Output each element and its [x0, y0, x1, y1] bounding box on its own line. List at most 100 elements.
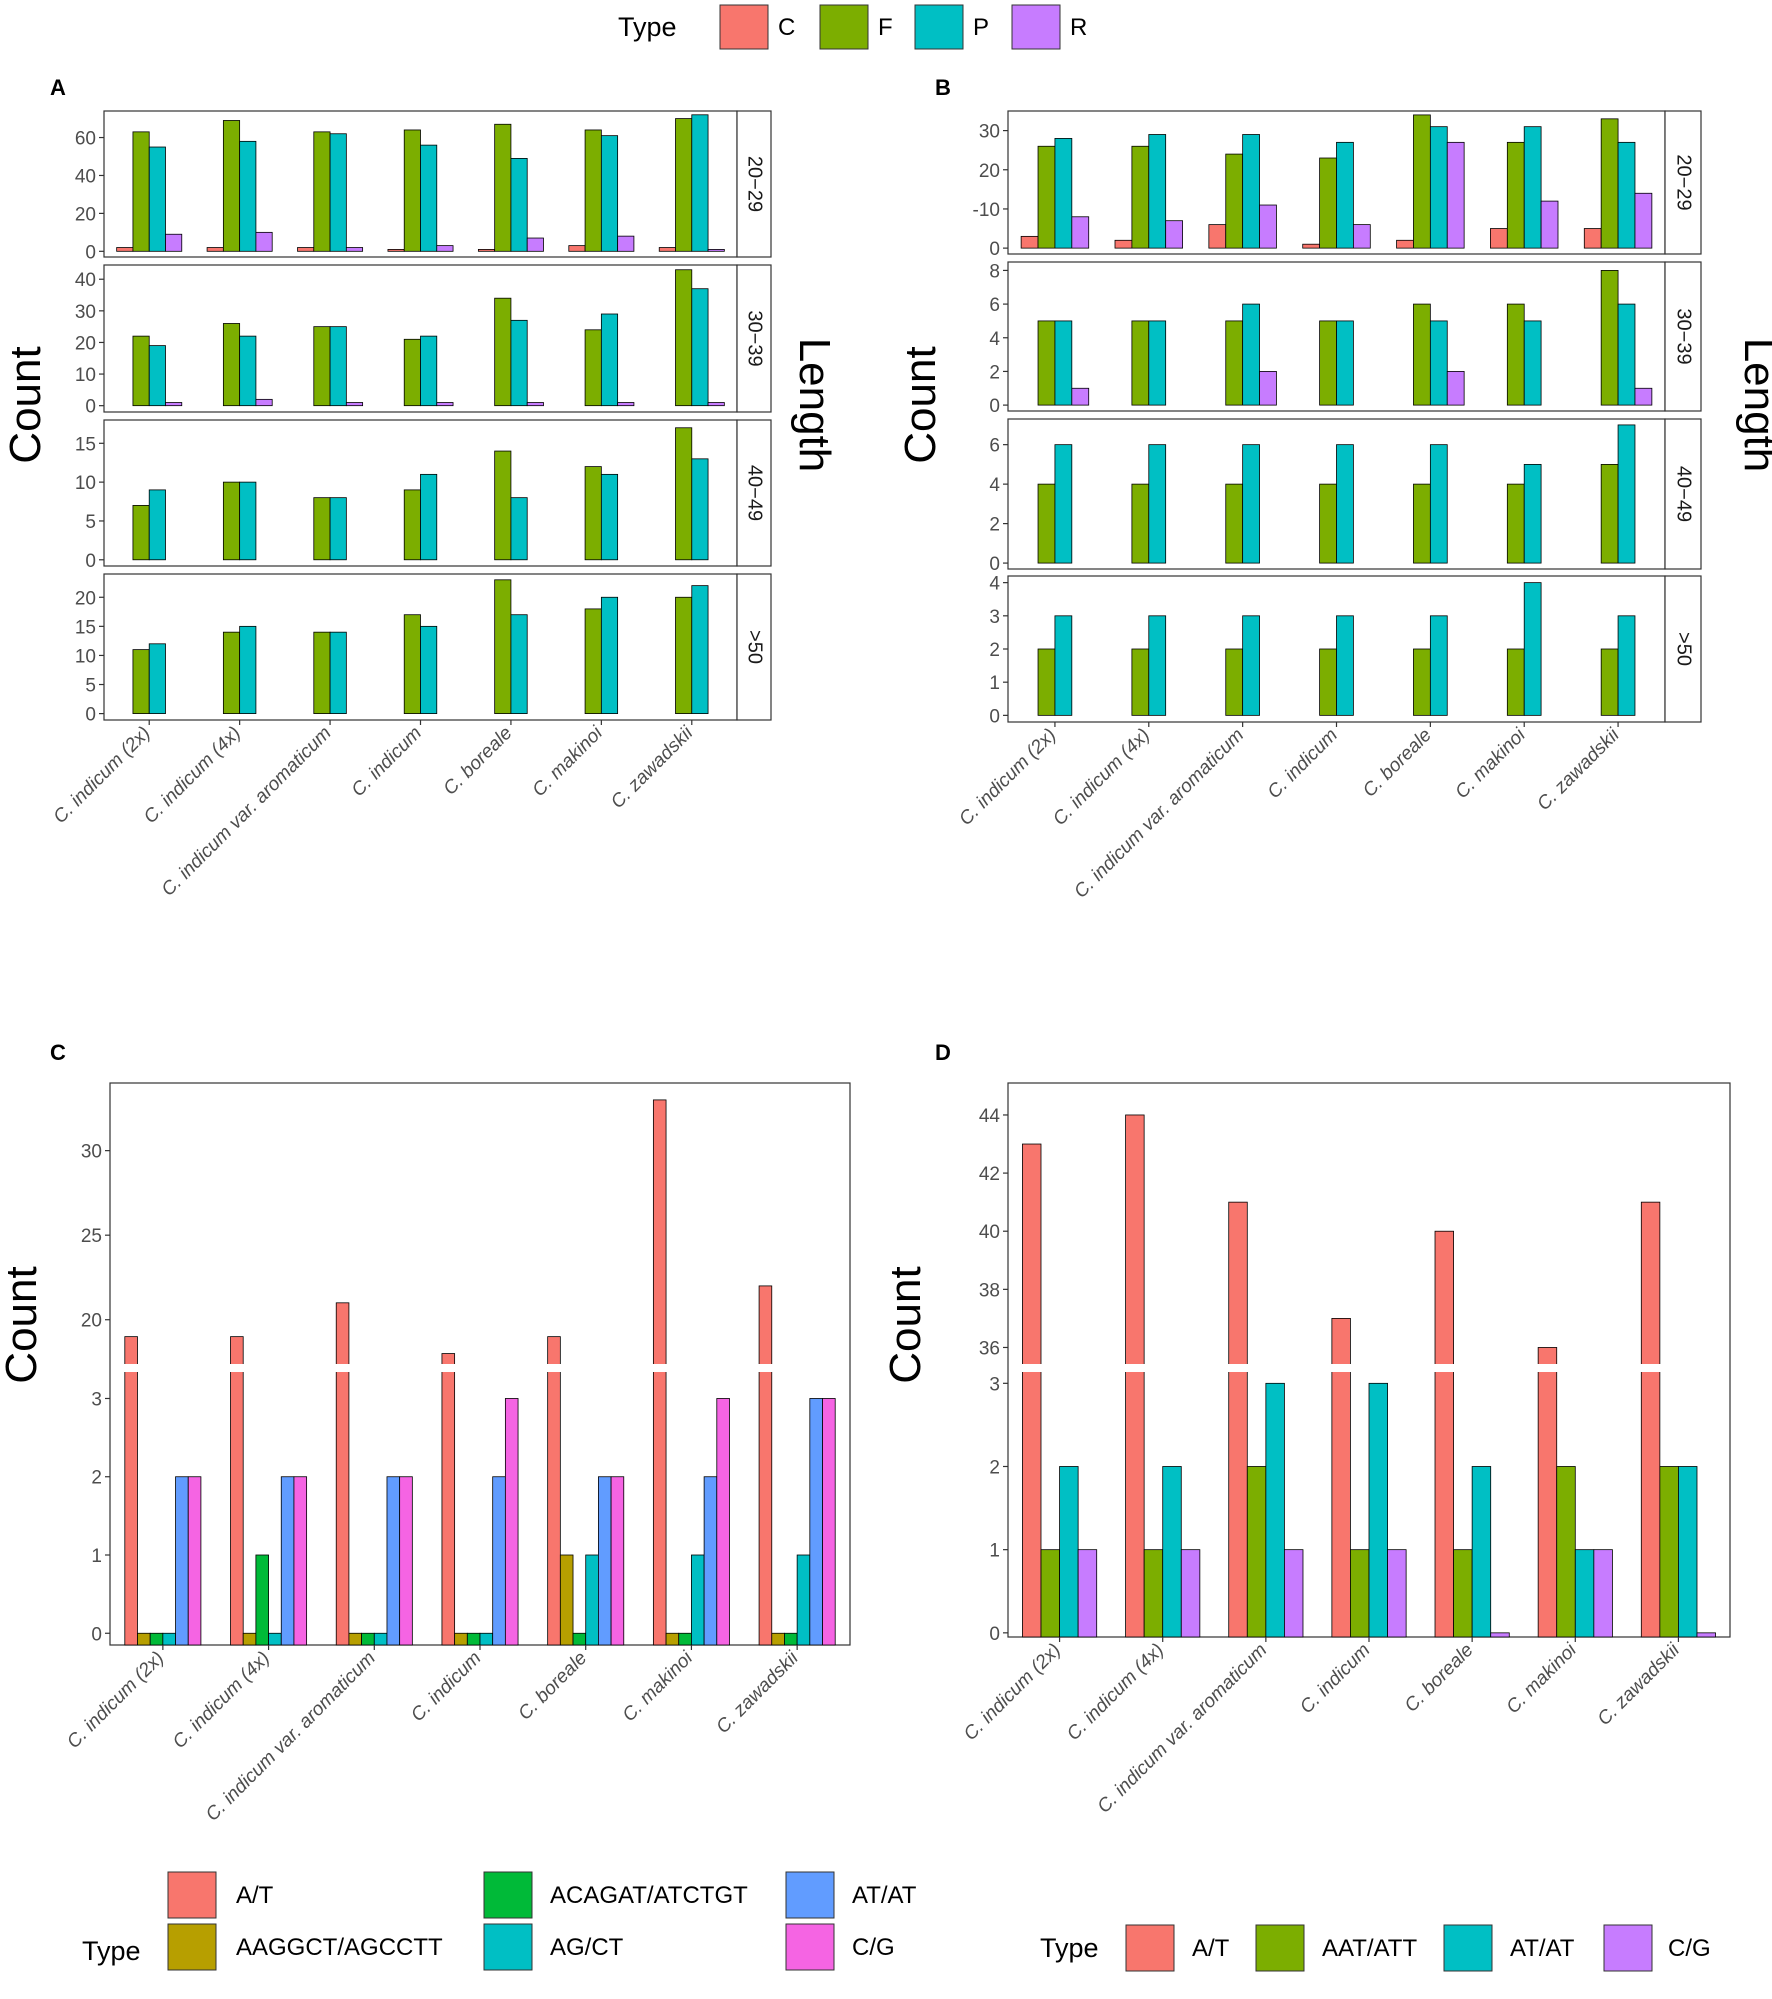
panel-a-bar-r: [617, 402, 635, 407]
panel-d-axis-break: [1019, 1364, 1045, 1372]
panel-c-bar-a-t: [441, 1353, 456, 1646]
legend-d-key-a-t: [1125, 1924, 1175, 1972]
panel-label-b: B: [935, 75, 951, 100]
panel-b-bar-f: [1506, 303, 1525, 406]
panel-b-y-tick-label: 2: [989, 515, 1000, 536]
panel-a-bar-f: [494, 297, 512, 407]
panel-a-facet-label: >50: [744, 630, 766, 664]
legend-key-r: [1011, 4, 1061, 50]
panel-b-bar-f: [1413, 648, 1431, 716]
panel-d-bar-at-at: [1574, 1549, 1595, 1638]
panel-d-legend: Type A/T AAT/ATT AT/AT C/G: [1040, 1924, 1711, 1972]
panel-d-axis-break: [1122, 1364, 1148, 1372]
legend-c-label-ag-ct: AG/CT: [550, 1934, 624, 1961]
panel-a-bar-f: [494, 450, 512, 561]
panel-b-x-label: C. indicum: [1264, 725, 1342, 803]
panel-d-y-tick-label: 42: [979, 1164, 1000, 1185]
panel-b-bar-r: [1071, 387, 1090, 406]
panel-c-bar-acagat-atctgt: [678, 1632, 692, 1646]
panel-d-axis-break: [1638, 1364, 1663, 1372]
panel-a-x-label: C. indicum (2x): [50, 723, 155, 828]
panel-d-bar-c-g: [1593, 1549, 1613, 1638]
panel-b-x-label: C. boreale: [1359, 725, 1436, 802]
panel-b-bar-r: [1634, 387, 1653, 406]
panel-a-x-label: C. indicum (4x): [140, 723, 245, 828]
panel-a-bar-r: [345, 402, 364, 407]
legend-d-label-aat-att: AAT/ATT: [1322, 1935, 1417, 1962]
panel-a-bar-f: [222, 120, 241, 252]
panel-a-bar-p: [600, 596, 619, 715]
legend-key-p: [914, 4, 964, 50]
panel-d-axis-break: [1535, 1364, 1560, 1372]
panel-d-x-label: C. indicum var. aromaticum: [1094, 1640, 1272, 1818]
panel-label-d: D: [935, 1040, 951, 1065]
panel-a-bar-p: [148, 489, 166, 561]
panel-b-y-tick-label: 4: [989, 574, 1000, 595]
panel-a-facet-strip: [736, 264, 772, 413]
panel-a-bar-f: [222, 481, 241, 561]
legend-c-key-at-at: [785, 1871, 835, 1919]
panel-b-bar-r: [1540, 200, 1559, 249]
panel-c-bar-acagat-atctgt: [466, 1632, 481, 1646]
panel-a-bar-f: [584, 129, 602, 252]
panel-a-bar-c: [477, 249, 496, 252]
panel-b-y-tick-label: 3: [989, 607, 1000, 628]
panel-a-y-tick-label: 0: [85, 397, 96, 418]
panel-c-bar-a-t: [230, 1336, 244, 1646]
panel-b-bar-p: [1429, 320, 1448, 406]
legend-c-key-aaggct-agcctt: [167, 1923, 217, 1971]
panel-a-bar-f: [675, 118, 693, 252]
panel-c-y-tick-label: 30: [81, 1142, 102, 1163]
panel-a-bar-p: [239, 481, 257, 561]
panel-b-y-tick-label: 4: [989, 329, 1000, 350]
panel-b-x-label: C. indicum (2x): [955, 725, 1060, 830]
panel-a-bar-p: [420, 625, 438, 715]
panel-b-bar-p: [1242, 303, 1260, 406]
panel-b-bar-f: [1131, 648, 1150, 716]
panel-c-bar-aaggct-agcctt: [137, 1632, 151, 1646]
panel-a-bar-f: [222, 631, 241, 715]
panel-a-bar-p: [510, 158, 528, 252]
panel-a-bar-p: [239, 140, 257, 252]
panel-a-y-title: Count: [1, 346, 50, 463]
panel-b-bar-p: [1429, 615, 1448, 716]
panel-a-bar-c: [658, 247, 676, 252]
panel-b-bar-f: [1037, 483, 1056, 564]
panel-c-axis-break: [121, 1364, 141, 1372]
legend-key-f: [819, 4, 869, 50]
legend-label-f: F: [878, 14, 893, 41]
panel-b-bar-p: [1523, 463, 1542, 564]
panel-a-y-tick-label: 20: [75, 204, 96, 225]
panel-a-bar-r: [165, 233, 183, 252]
panel-a-bar-f: [313, 131, 331, 252]
panel-b-bar-p: [1523, 126, 1542, 249]
panel-b-x-label: C. zawadskii: [1533, 724, 1624, 815]
panel-c-bar-at-at: [175, 1476, 189, 1646]
panel-d-x-label: C. indicum: [1296, 1640, 1374, 1718]
panel-c-axis-break: [756, 1364, 775, 1372]
panel-a-facet-label: 30−39: [744, 310, 766, 366]
panel-a-y-tick-label: 30: [75, 302, 96, 323]
panel-c-y-tick-label: 20: [81, 1311, 102, 1332]
panel-d-bar-aat-att: [1040, 1549, 1060, 1638]
panel-a-bar-r: [436, 245, 454, 252]
panel-c-y-tick-label: 2: [91, 1468, 102, 1489]
panel-b-x-label: C. indicum (4x): [1049, 725, 1154, 830]
panel-d-x-label: C. indicum (4x): [1063, 1640, 1168, 1745]
panel-b-bar-c: [1490, 228, 1508, 249]
panel-b-bar-p: [1523, 582, 1542, 716]
panel-b-bar-f: [1600, 118, 1619, 249]
legend-d-key-at-at: [1443, 1924, 1493, 1972]
legend-d-key-aat-att: [1255, 1924, 1305, 1972]
panel-a-facet-strip: [736, 110, 772, 258]
panel-b-bar-f: [1506, 648, 1525, 716]
panel-c-x-label: C. indicum (4x): [169, 1648, 274, 1753]
panel-b-facet-label: 20−29: [1673, 154, 1695, 210]
panel-c-bar-acagat-atctgt: [784, 1632, 798, 1646]
panel-b-bar-f: [1506, 483, 1525, 564]
legend-d-label-a-t: A/T: [1192, 1935, 1230, 1962]
panel-a-y-tick-label: 60: [75, 129, 96, 150]
panel-a-bar-c: [568, 245, 586, 252]
panel-b-bar-f: [1225, 483, 1244, 564]
panel-a-y-tick-label: 20: [75, 588, 96, 609]
